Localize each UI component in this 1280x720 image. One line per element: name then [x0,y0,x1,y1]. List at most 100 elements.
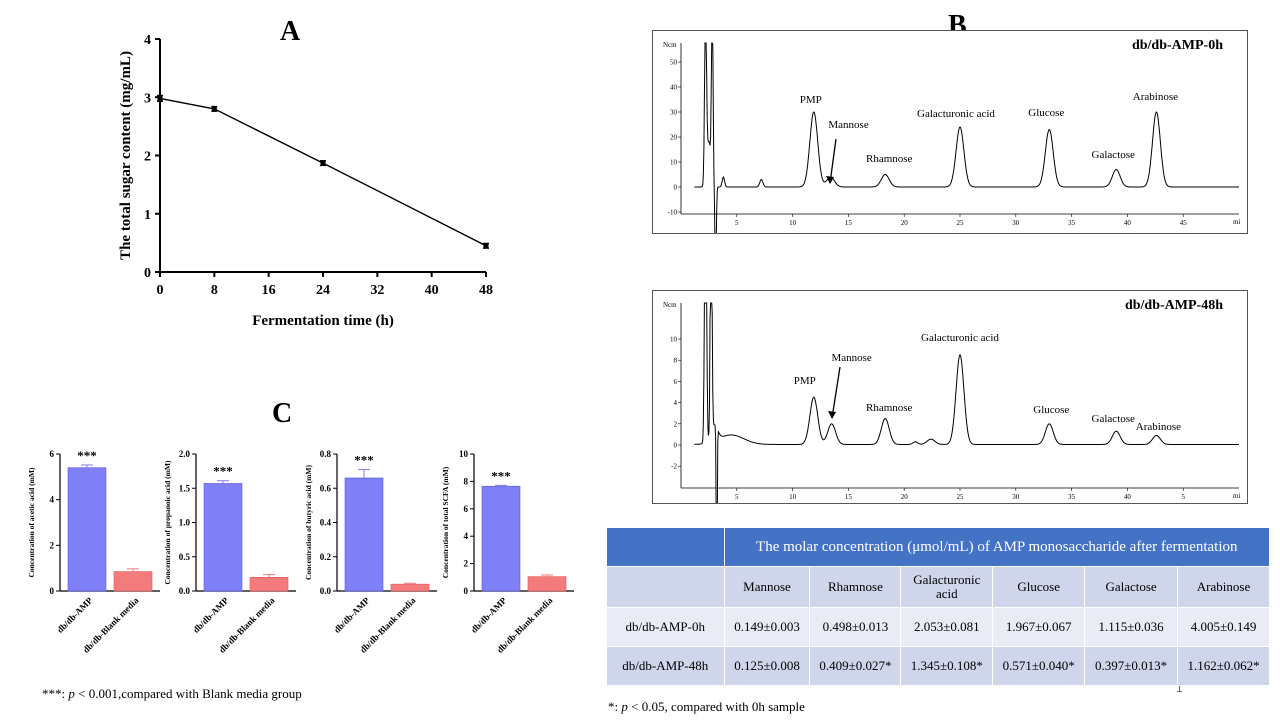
row-label: db/db-AMP-48h [606,646,725,686]
x-tick-label: 30 [1012,219,1020,227]
x-axis-end-label: mi [1233,218,1240,226]
y-tick-label: 0.4 [320,518,332,528]
peak-label: Rhamnose [866,153,913,165]
x-tick-label: 45 [1180,219,1188,227]
x-tick-label: 5 [735,219,739,227]
mannose-arrow [829,138,837,184]
y-tick-label: 4 [674,399,678,407]
col-rhamnose: Rhamnose [809,566,902,608]
significance-label: *** [77,448,97,463]
x-tick-label: 32 [370,283,384,298]
chromatogram-48h-frame: Ncm mi 10 8 6 4 2 0 -2 5 10 15 20 25 30 35 40 5 db/db-AMP-… [652,290,1248,519]
x-tick-label: 25 [957,219,965,227]
significance-note-b: *: p < 0.05, compared with 0h sample [608,699,805,714]
y-tick-label: 30 [670,109,678,117]
y-axis-label: The total sugar content (mg/mL) [118,51,134,260]
y-tick-label: 10 [670,159,678,167]
table-cell: 1.162±0.062* [1177,646,1270,686]
chromatogram-title: db/db-AMP-0h [1132,38,1223,53]
peak-label: Galactose [1092,413,1135,425]
y-tick-label: 6 [674,378,678,386]
y-tick-label: 1.0 [179,518,191,528]
peak-label: Rhamnose [866,402,913,414]
mannose-arrow [831,366,841,419]
col-galactose: Galactose [1084,566,1179,608]
y-tick-label: 0 [464,586,469,596]
y-tick-label: 4 [144,33,151,48]
y-tick-label: 0.6 [320,483,332,493]
y-tick-label: 6 [464,504,469,514]
table-cell: 0.571±0.040* [992,646,1086,686]
bar [203,483,243,592]
y-tick-label: 0.2 [320,552,332,562]
bar [390,583,430,592]
y-tick-label: 0 [674,442,678,450]
monosaccharide-table: The molar concentration (μmol/mL) of AMP… [606,527,1271,686]
x-tick-label: 10 [789,219,797,227]
peak-label: PMP [794,375,816,387]
table-cell: 0.149±0.003 [723,607,811,647]
table-cell: 2.053±0.081 [900,607,994,647]
chromatogram-0h-frame: Ncm mi 50 40 30 20 10 0 -10 5 10 15 20 25 30 35 40 45 db/d… [652,30,1248,245]
x-tick-label: 15 [845,219,853,227]
y-axis-label: Concentration of butyric acid (mM) [304,465,313,580]
x-tick-label: 15 [845,493,853,501]
x-tick-label: 5 [1181,493,1185,501]
category-label: db/db-AMP [191,595,231,635]
data-point [211,106,217,112]
page-mark: 1 [1176,681,1183,695]
peak-label: Arabinose [1136,421,1181,433]
x-axis-end-label: mi [1233,492,1240,500]
y-tick-label: 3 [144,91,151,106]
x-tick-label: 35 [1068,219,1076,227]
y-tick-label: 0 [144,266,151,281]
x-tick-label: 0 [157,283,164,298]
bar [67,467,107,592]
y-tick-label: 0.5 [179,552,191,562]
significance-note-c: ***: p < 0.001,compared with Blank media… [42,686,302,701]
table-row: db/db-AMP-48h 0.125±0.008 0.409±0.027* 1… [606,646,1270,686]
y-tick-label: 4 [50,495,55,505]
col-arabinose: Arabinose [1177,566,1270,608]
chromatogram-trace [694,302,1239,519]
scfa-bar-charts: 0 2 4 6 Concentration of acetic acid (mM) db/… [27,448,574,655]
x-tick-label: 5 [735,493,739,501]
peak-label: Glucose [1028,107,1064,119]
x-tick-label: 40 [1124,493,1132,501]
x-tick-label: 40 [425,283,439,298]
peak-label: Arabinose [1133,91,1178,103]
y-tick-label: 8 [464,476,469,486]
chromatogram-0h: Ncm mi 50 40 30 20 10 0 -10 5 10 15 20 25 30 35 40 45 db/d… [663,38,1240,245]
category-label: db/db-AMP [469,595,509,635]
bar [344,477,384,592]
table-cell: 0.498±0.013 [809,607,902,647]
y-unit-label: Ncm [663,41,677,49]
data-point [483,243,489,249]
y-tick-label: 1 [144,208,151,223]
bar [527,576,567,592]
y-tick-label: 1.5 [179,483,191,493]
y-tick-label: 20 [670,134,678,142]
y-tick-label: 0 [50,586,55,596]
significance-label: *** [354,452,374,467]
y-tick-label: 50 [670,59,678,67]
x-tick-label: 35 [1068,493,1076,501]
x-axis-label: Fermentation time (h) [252,313,394,329]
bar [481,485,521,592]
y-tick-label: 40 [670,84,678,92]
x-tick-label: 30 [1012,493,1020,501]
x-tick-label: 20 [901,219,909,227]
bar [113,571,153,592]
col-glucose: Glucose [992,566,1086,608]
y-tick-label: 8 [674,357,678,365]
y-axis-label: Concentration of propanoic acid (mM) [163,460,172,585]
y-tick-label: 2 [464,559,469,569]
table-row: db/db-AMP-0h 0.149±0.003 0.498±0.013 2.0… [606,607,1270,647]
x-tick-label: 16 [262,283,276,298]
chromatogram-title: db/db-AMP-48h [1125,298,1223,313]
row-label: db/db-AMP-0h [606,607,725,647]
col-galacturonic-acid: Galacturonic acid [900,566,994,608]
table-cell: 1.115±0.036 [1084,607,1179,647]
